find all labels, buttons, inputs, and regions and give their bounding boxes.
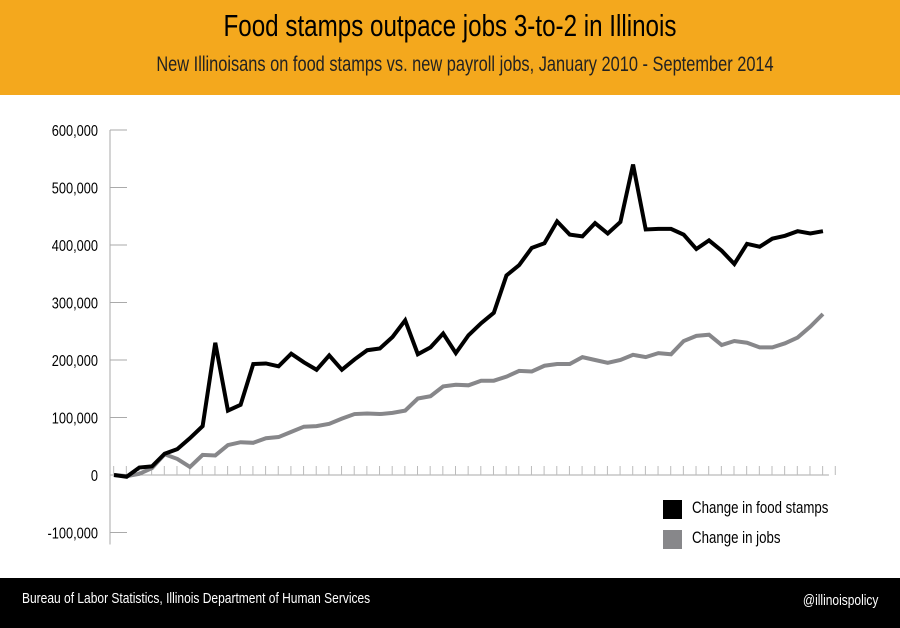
y-tick-label: -100,000: [48, 525, 98, 543]
footer-bar: Bureau of Labor Statistics, Illinois Dep…: [0, 578, 900, 628]
y-tick-label: 300,000: [52, 295, 98, 313]
y-tick-label: 600,000: [52, 123, 98, 141]
y-tick-label: 500,000: [52, 180, 98, 198]
series-line-jobs: [113, 312, 825, 479]
chart-subtitle: New Illinoisans on food stamps vs. new p…: [156, 53, 774, 76]
y-tick-label: 200,000: [52, 353, 98, 371]
legend-label-food-stamps: Change in food stamps: [692, 498, 829, 517]
source-credit: Bureau of Labor Statistics, Illinois Dep…: [22, 590, 371, 607]
legend-label-jobs: Change in jobs: [692, 528, 781, 547]
social-handle: @illinoispolicy: [802, 592, 878, 609]
chart-title: Food stamps outpace jobs 3-to-2 in Illin…: [223, 8, 677, 43]
legend-swatch-jobs: [663, 530, 682, 549]
series-line-food-stamps: [113, 164, 824, 479]
header-banner: Food stamps outpace jobs 3-to-2 in Illin…: [0, 0, 900, 95]
y-tick-label: 100,000: [52, 410, 98, 428]
y-tick-label: 0: [91, 468, 98, 486]
y-tick-label: 400,000: [52, 238, 98, 256]
legend-swatch-food-stamps: [663, 500, 682, 519]
